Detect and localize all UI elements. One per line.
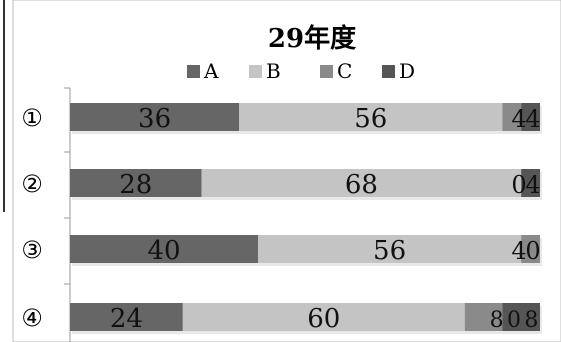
bar-a — [70, 235, 258, 263]
data-label: 8 — [490, 308, 504, 333]
bar-b — [182, 303, 465, 331]
bar-c — [521, 235, 540, 263]
data-label: 56 — [354, 104, 387, 134]
bar-d — [521, 103, 540, 131]
bar-d — [521, 169, 540, 197]
data-label: 36 — [138, 104, 171, 134]
bar-b — [201, 169, 522, 197]
legend-swatch-c — [320, 65, 333, 78]
legend-swatch-b — [249, 65, 262, 78]
legend-label-c: C — [337, 59, 352, 83]
category-label: ③ — [21, 236, 43, 264]
data-label: 0 — [507, 308, 521, 333]
category-label: ② — [21, 170, 43, 198]
category-label: ① — [21, 104, 43, 132]
data-label: 56 — [373, 236, 406, 266]
data-label: 0 — [511, 171, 526, 199]
bar-d — [502, 303, 540, 331]
data-label: 24 — [110, 304, 143, 334]
data-label: 28 — [119, 170, 152, 200]
bars — [70, 103, 542, 334]
legend: A B C D — [187, 59, 415, 83]
data-label: 8 — [524, 308, 538, 333]
data-label: 0 — [525, 237, 540, 265]
data-label: 4 — [511, 237, 526, 265]
data-label: 68 — [345, 170, 378, 200]
bar-a — [70, 169, 202, 197]
legend-swatch-a — [187, 65, 200, 78]
data-label: 4 — [525, 171, 540, 199]
data-label: 4 — [525, 105, 540, 133]
legend-label-d: D — [399, 59, 415, 83]
bar-b — [239, 103, 503, 131]
axes: ① ② ③ ④ — [21, 87, 71, 342]
bar-a — [70, 303, 183, 331]
bar-a — [70, 103, 240, 131]
chart-title: 29年度 — [268, 23, 356, 54]
legend-swatch-d — [382, 65, 395, 78]
bar-c — [464, 303, 503, 331]
category-label: ④ — [21, 304, 43, 332]
data-label: 4 — [511, 105, 526, 133]
legend-label-b: B — [266, 59, 281, 83]
bar-b — [258, 235, 522, 263]
legend-label-a: A — [203, 59, 219, 83]
data-label: 60 — [307, 304, 340, 334]
data-label: 40 — [147, 236, 180, 266]
bar-c — [502, 103, 522, 131]
